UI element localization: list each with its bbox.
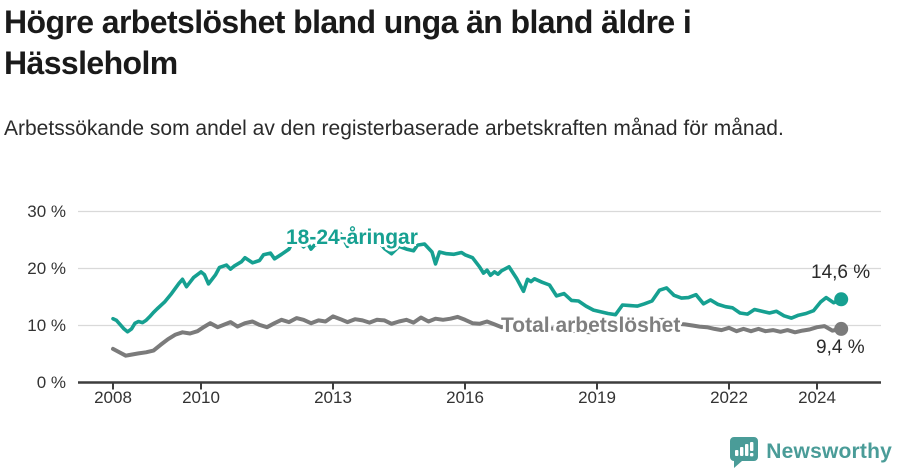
- y-tick-label: 30 %: [27, 201, 66, 221]
- series-line-total: [111, 314, 844, 358]
- newsworthy-speech-bubble-barchart-icon: [728, 436, 759, 468]
- end-value-label-18-24: 14,6 %: [811, 262, 871, 283]
- end-value-label-total: 9,4 %: [816, 337, 865, 358]
- x-tick-label: 2008: [94, 388, 132, 407]
- y-tick-label: 10 %: [27, 315, 66, 335]
- series-end-dot-18-24: [834, 292, 849, 307]
- x-tick-label: 2024: [798, 388, 836, 407]
- chart-title: Högre arbetslöshet bland unga än bland ä…: [4, 4, 692, 81]
- newsworthy-logo[interactable]: Newsworthy: [728, 436, 892, 468]
- series-label-18-24: 18-24-åringar: [286, 226, 418, 249]
- x-tick-label: 2010: [182, 388, 220, 407]
- series-label-total: Total arbetslöshet: [501, 314, 681, 337]
- x-tick-label: 2022: [710, 388, 748, 407]
- x-tick-label: 2016: [446, 388, 484, 407]
- series-end-dot-total: [834, 321, 849, 336]
- x-tick-label: 2019: [578, 388, 616, 407]
- newsworthy-brand-name: Newsworthy: [766, 440, 892, 463]
- y-tick-label: 20 %: [27, 258, 66, 278]
- series-line-18-24: [111, 231, 843, 334]
- y-tick-label: 0 %: [36, 372, 66, 392]
- chart-subtitle: Arbetssökande som andel av den registerb…: [4, 117, 784, 140]
- x-tick-label: 2013: [314, 388, 352, 407]
